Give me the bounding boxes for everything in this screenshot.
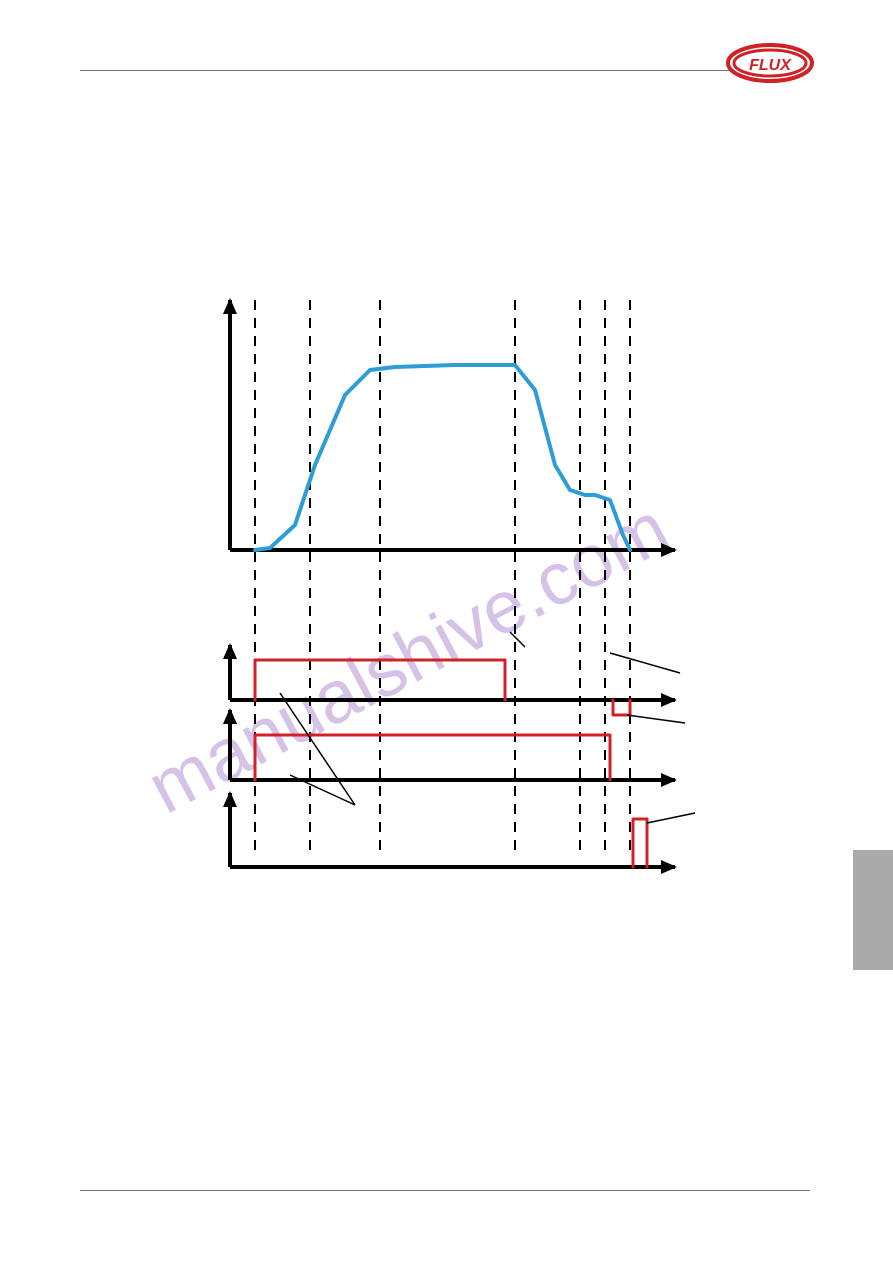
header-rule xyxy=(80,70,810,71)
page-side-tab xyxy=(853,850,893,970)
logo-svg: FLUX xyxy=(725,40,815,86)
logo-text: FLUX xyxy=(749,57,792,74)
timing-diagram xyxy=(215,295,695,935)
page-root: FLUX manualshive.com xyxy=(0,0,893,1263)
footer-rule xyxy=(80,1190,810,1191)
chart-area xyxy=(215,295,695,935)
brand-logo: FLUX xyxy=(725,40,815,91)
